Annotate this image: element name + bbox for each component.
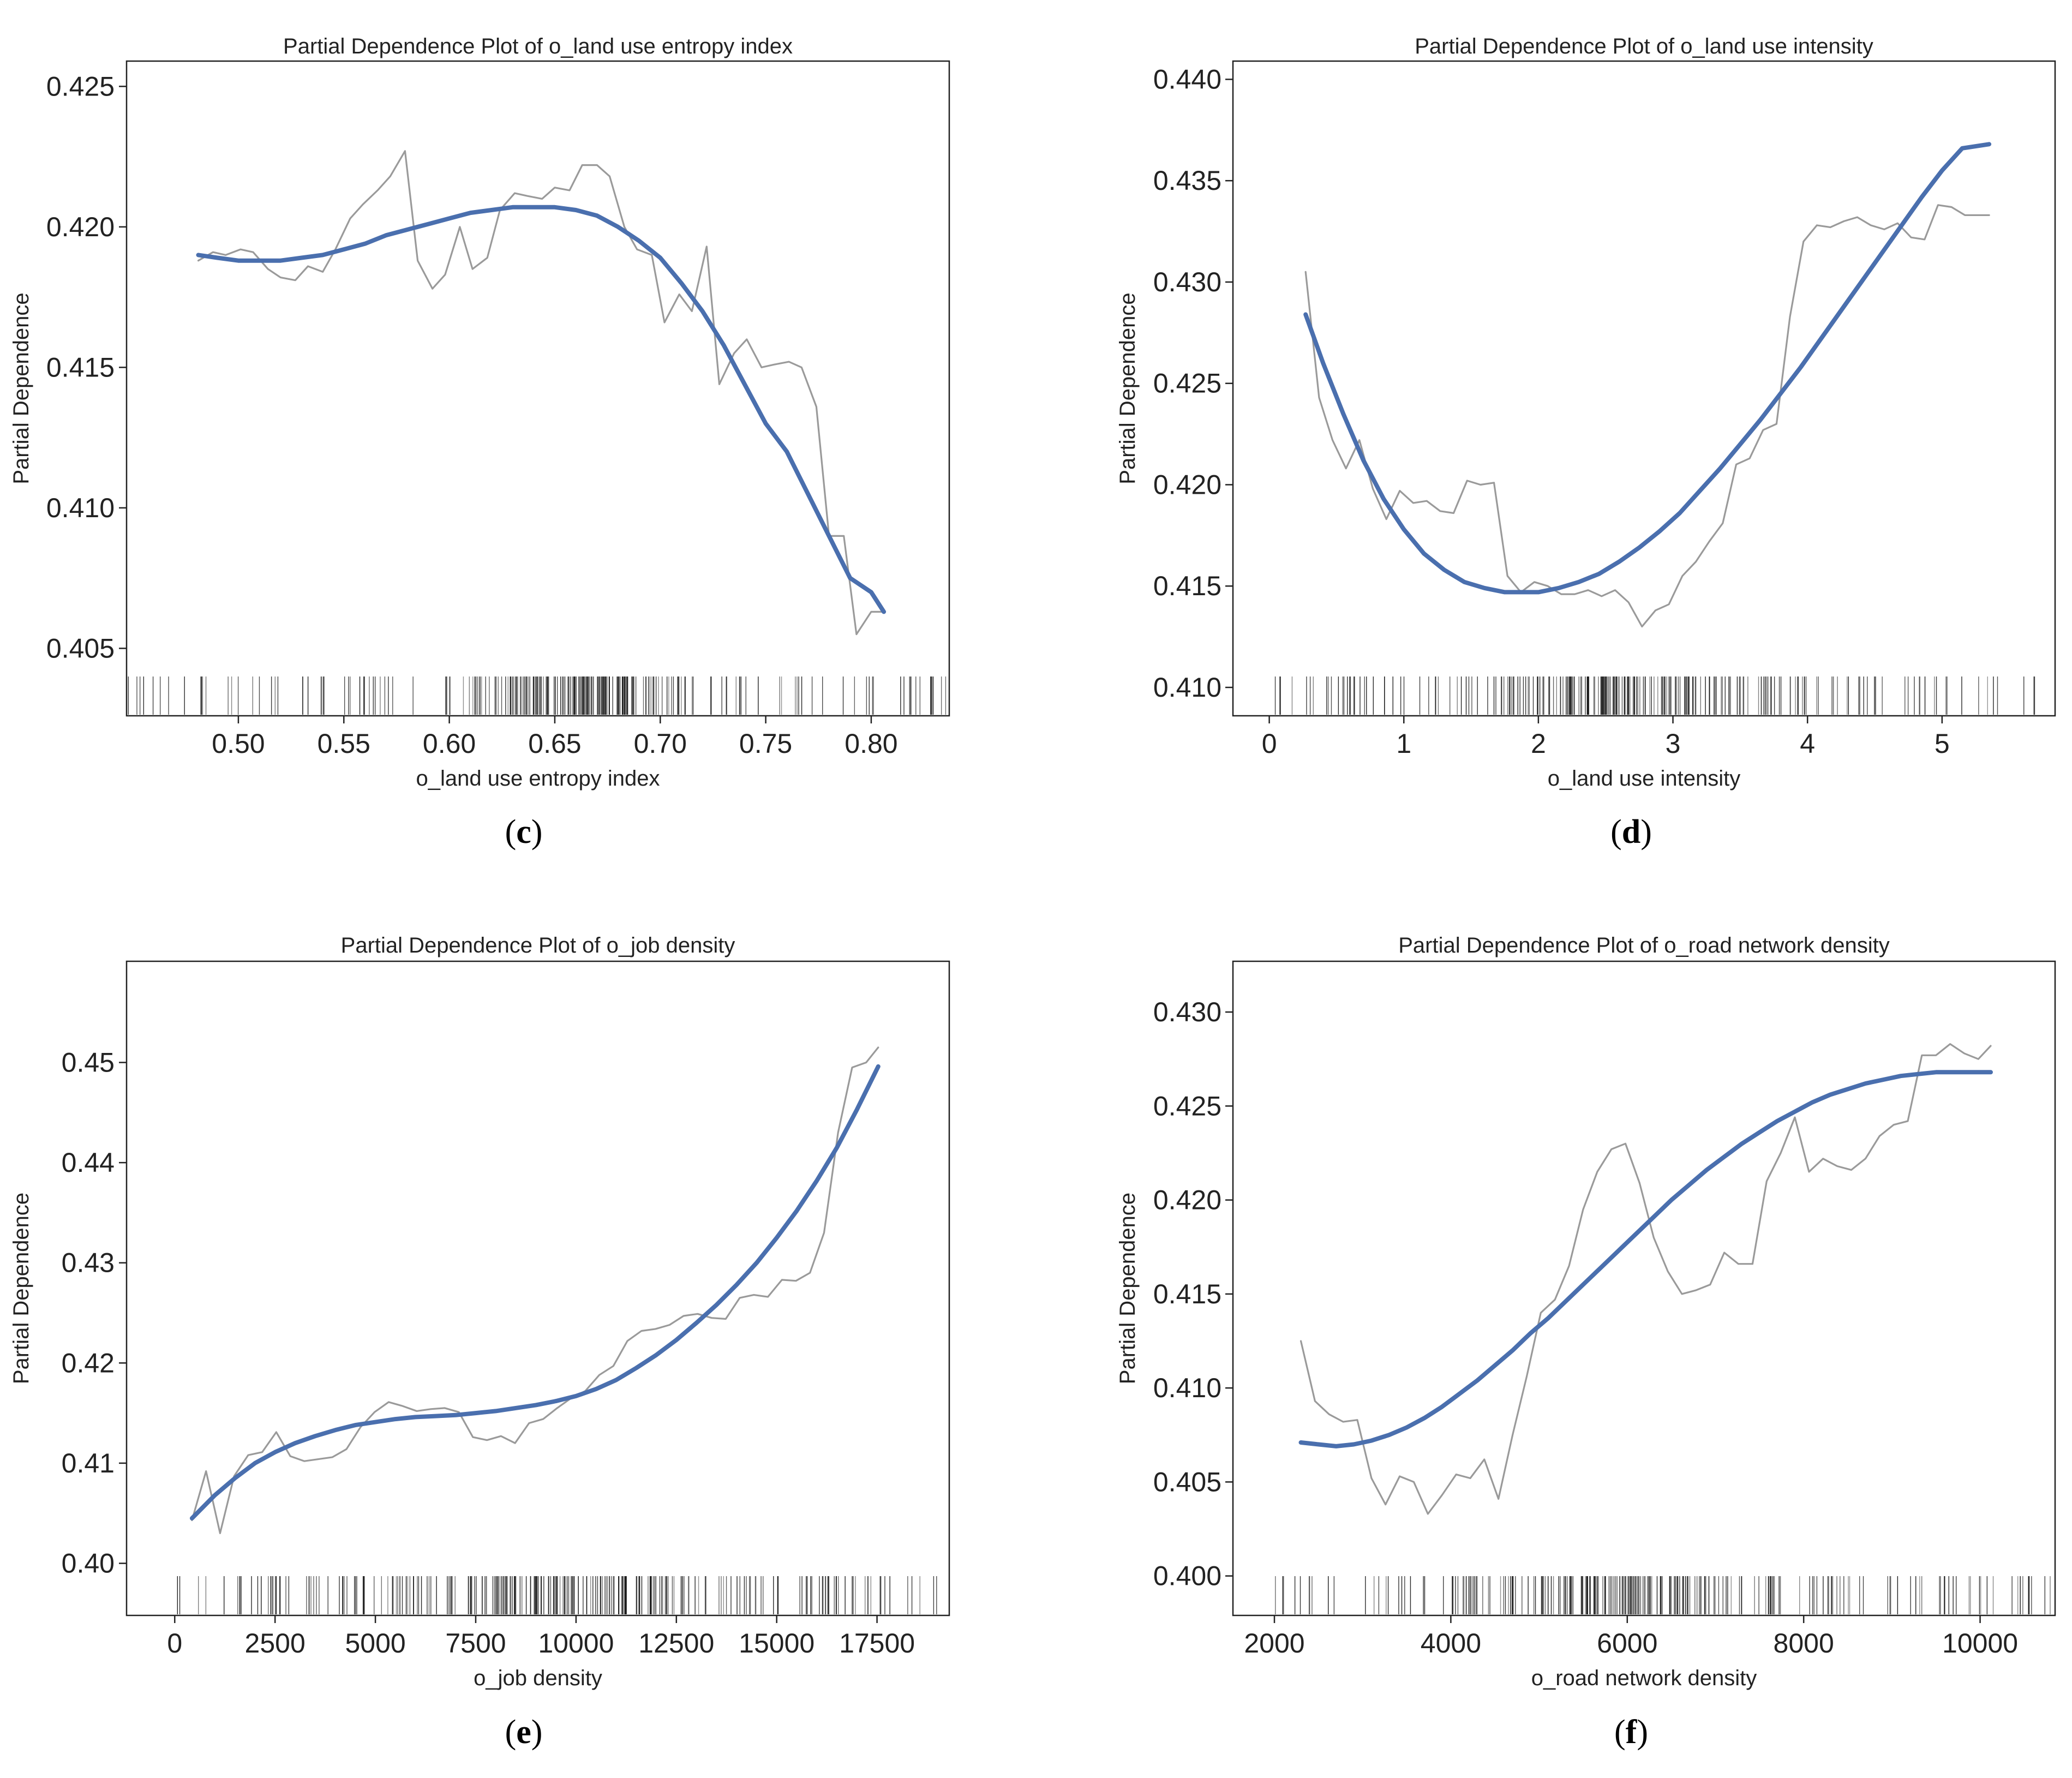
x-tick-label: 0.80 xyxy=(845,728,897,759)
chart-panel-f: Partial Dependence Plot of o_road networ… xyxy=(1116,933,2056,1690)
x-tick-label: 0.60 xyxy=(423,728,476,759)
x-tick-label: 6000 xyxy=(1597,1628,1657,1659)
x-axis-label: o_land use entropy index xyxy=(416,767,660,791)
y-tick-label: 0.415 xyxy=(46,352,115,382)
x-tick-label: 0.75 xyxy=(739,728,792,759)
y-tick-label: 0.45 xyxy=(62,1047,115,1077)
y-tick-label: 0.43 xyxy=(62,1248,115,1278)
chart-panel-e: Partial Dependence Plot of o_job density… xyxy=(9,933,950,1690)
x-tick-label: 12500 xyxy=(638,1628,714,1659)
caption-c: (c) xyxy=(505,813,543,851)
fitted-trend-line xyxy=(1303,142,1992,595)
x-tick-label: 0.65 xyxy=(528,728,581,759)
x-tick-label: 4000 xyxy=(1421,1628,1481,1659)
plot-frame xyxy=(1232,60,2056,717)
y-tick-label: 0.425 xyxy=(1153,368,1221,399)
y-axis-label: Partial Dependence xyxy=(1116,292,1140,484)
y-axis-label: Partial Dependence xyxy=(9,292,33,484)
x-axis-label: o_job density xyxy=(474,1666,602,1690)
y-tick-label: 0.420 xyxy=(46,212,115,242)
x-tick-label: 0.55 xyxy=(318,728,370,759)
y-tick-label: 0.405 xyxy=(46,633,115,663)
fitted-trend-line xyxy=(189,1064,881,1520)
partial-dependence-line xyxy=(1304,204,1990,628)
y-tick-label: 0.420 xyxy=(1153,1185,1221,1216)
x-tick-label: 8000 xyxy=(1774,1628,1834,1659)
x-tick-label: 2 xyxy=(1531,728,1546,759)
chart-title: Partial Dependence Plot of o_job density xyxy=(341,933,735,957)
caption-c-letter: c xyxy=(516,813,531,851)
chart-title: Partial Dependence Plot of o_road networ… xyxy=(1398,933,1890,957)
x-tick-label: 0.70 xyxy=(634,728,687,759)
y-tick-label: 0.410 xyxy=(1153,1373,1221,1403)
plot-frame xyxy=(125,60,950,717)
partial-dependence-line xyxy=(191,1046,879,1535)
x-tick-label: 7500 xyxy=(445,1628,506,1659)
x-tick-label: 10000 xyxy=(1942,1628,2018,1659)
x-axis-label: o_land use intensity xyxy=(1548,767,1741,791)
chart-title: Partial Dependence Plot of o_land use en… xyxy=(283,34,793,58)
y-tick-label: 0.40 xyxy=(62,1548,115,1579)
fitted-trend-line xyxy=(196,205,887,614)
x-tick-label: 3 xyxy=(1666,728,1681,759)
y-tick-label: 0.425 xyxy=(46,71,115,101)
x-tick-label: 17500 xyxy=(839,1628,915,1659)
x-tick-label: 0 xyxy=(167,1628,182,1659)
x-tick-label: 10000 xyxy=(538,1628,614,1659)
chart-panel-d: Partial Dependence Plot of o_land use in… xyxy=(1116,34,2056,791)
x-tick-label: 15000 xyxy=(739,1628,815,1659)
y-tick-label: 0.415 xyxy=(1153,1279,1221,1309)
fitted-trend-line xyxy=(1298,1070,1993,1448)
x-tick-label: 5000 xyxy=(345,1628,405,1659)
x-tick-label: 0.50 xyxy=(212,728,265,759)
x-tick-label: 1 xyxy=(1396,728,1411,759)
y-tick-label: 0.42 xyxy=(62,1348,115,1378)
caption-f-letter: f xyxy=(1625,1714,1637,1751)
partial-dependence-line xyxy=(197,150,885,636)
y-tick-label: 0.415 xyxy=(1153,571,1221,601)
y-axis-label: Partial Dependence xyxy=(1116,1193,1140,1384)
plot-frame xyxy=(125,960,950,1617)
y-tick-label: 0.430 xyxy=(1153,267,1221,297)
caption-d: (d) xyxy=(1610,813,1652,851)
caption-e-letter: e xyxy=(516,1714,531,1751)
y-tick-label: 0.44 xyxy=(62,1147,115,1178)
y-tick-label: 0.41 xyxy=(62,1448,115,1478)
plot-frame xyxy=(1232,960,2056,1617)
chart-panel-c: Partial Dependence Plot of o_land use en… xyxy=(9,34,950,791)
y-tick-label: 0.440 xyxy=(1153,64,1221,94)
caption-f: (f) xyxy=(1614,1714,1648,1751)
x-tick-label: 0 xyxy=(1262,728,1277,759)
x-tick-label: 4 xyxy=(1800,728,1815,759)
y-tick-label: 0.430 xyxy=(1153,997,1221,1027)
y-tick-label: 0.420 xyxy=(1153,469,1221,500)
y-tick-label: 0.425 xyxy=(1153,1091,1221,1121)
y-tick-label: 0.435 xyxy=(1153,165,1221,196)
x-axis-label: o_road network density xyxy=(1531,1666,1757,1690)
y-tick-label: 0.410 xyxy=(1153,672,1221,703)
caption-d-letter: d xyxy=(1621,813,1641,851)
caption-e: (e) xyxy=(505,1714,543,1751)
y-tick-label: 0.410 xyxy=(46,493,115,523)
partial-dependence-line xyxy=(1300,1043,1992,1515)
chart-title: Partial Dependence Plot of o_land use in… xyxy=(1415,34,1873,58)
y-tick-label: 0.405 xyxy=(1153,1466,1221,1497)
y-tick-label: 0.400 xyxy=(1153,1561,1221,1591)
x-tick-label: 2000 xyxy=(1244,1628,1304,1659)
x-tick-label: 2500 xyxy=(245,1628,306,1659)
x-tick-label: 5 xyxy=(1935,728,1950,759)
y-axis-label: Partial Dependence xyxy=(9,1193,33,1384)
